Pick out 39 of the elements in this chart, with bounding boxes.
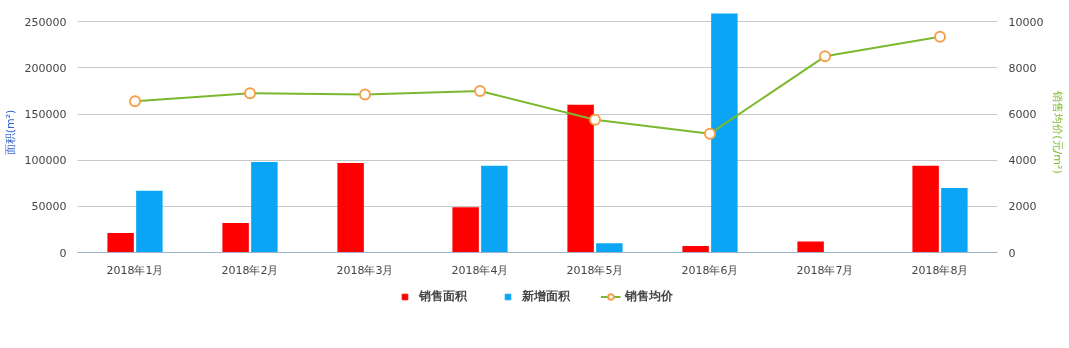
legend-label: 销售面积 [419,287,467,305]
x-tick-label: 2018年4月 [451,263,509,277]
y-tick-label: 0 [59,246,67,260]
y-tick-label: 250000 [24,15,67,29]
y-tick-label: 150000 [24,108,67,122]
y2-tick-label: 6000 [1008,108,1037,122]
x-tick-label: 2018年2月 [221,263,279,277]
bar [251,162,278,253]
bar [682,246,709,253]
x-tick-label: 2018年8月 [911,263,969,277]
bar [222,222,249,253]
bar [912,165,939,253]
y-axis-title: 面积(m²) [3,109,17,156]
y-tick-label: 50000 [31,200,67,214]
y2-tick-label: 8000 [1008,61,1037,75]
x-tick-label: 2018年5月 [566,263,624,277]
x-tick-label: 2018年6月 [681,263,739,277]
y2-tick-label: 10000 [1008,15,1044,29]
y2-tick-label: 0 [1008,246,1016,260]
bar [107,233,134,253]
y-tick-label: 200000 [24,61,67,75]
x-tick-label: 2018年1月 [106,263,164,277]
bar [567,104,594,253]
bar [452,207,479,253]
bar [941,187,968,253]
y2-axis-title: 销售均价(元/m²) [1051,90,1065,174]
legend-label: 销售均价 [625,287,673,305]
bar [136,190,163,253]
bar [711,13,738,253]
legend-label: 新增面积 [522,287,570,305]
bar [596,243,623,253]
y-tick-label: 100000 [24,154,67,168]
x-tick-label: 2018年7月 [796,263,854,277]
y2-tick-label: 4000 [1008,154,1037,168]
y2-tick-label: 2000 [1008,200,1037,214]
x-tick-label: 2018年3月 [336,263,394,277]
bar [481,165,508,253]
bar [797,241,824,253]
bar [337,162,364,253]
